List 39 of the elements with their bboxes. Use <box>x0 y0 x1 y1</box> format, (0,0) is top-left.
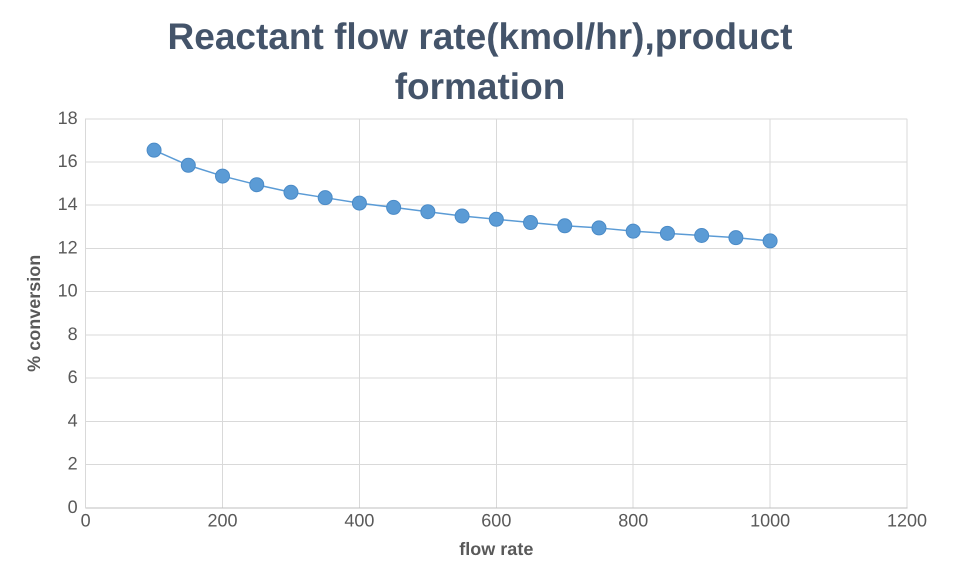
x-tick-label: 200 <box>207 510 238 531</box>
point <box>762 233 778 248</box>
y-tick-label: 8 <box>68 324 78 344</box>
chart-title: Reactant flow rate(kmol/hr),product formation <box>166 15 794 109</box>
point <box>146 142 162 158</box>
y-axis-title: % conversion <box>24 254 44 372</box>
y-tick-label: 16 <box>58 150 78 171</box>
y-tick-label: 14 <box>58 194 78 214</box>
point <box>626 224 641 239</box>
y-tick-label: 6 <box>68 367 78 388</box>
x-tick-label: 1200 <box>886 510 928 531</box>
x-tick-label: 1000 <box>750 510 790 531</box>
point <box>557 218 572 234</box>
y-tick-label: 18 <box>58 108 78 128</box>
point <box>660 226 675 241</box>
point <box>420 204 436 220</box>
point <box>180 158 196 173</box>
y-tick-label: 10 <box>58 280 78 301</box>
x-tick-label: 0 <box>80 510 91 531</box>
point <box>488 212 504 227</box>
x-tick-label: 800 <box>618 510 648 531</box>
point <box>249 177 264 192</box>
x-axis-title: flow rate <box>459 539 534 560</box>
point <box>386 200 402 215</box>
y-tick-label: 0 <box>68 496 78 517</box>
point <box>318 190 333 206</box>
point <box>454 208 470 224</box>
point <box>352 196 367 211</box>
point <box>215 168 230 184</box>
x-tick-label: 600 <box>481 510 512 531</box>
y-tick-label: 2 <box>68 454 78 474</box>
y-tick-label: 4 <box>68 410 78 430</box>
point <box>728 230 744 246</box>
y-tick-label: 12 <box>58 237 78 258</box>
x-tick-label: 400 <box>344 510 374 531</box>
point <box>591 220 606 236</box>
point <box>694 228 710 243</box>
point <box>283 184 298 200</box>
point <box>523 215 538 230</box>
